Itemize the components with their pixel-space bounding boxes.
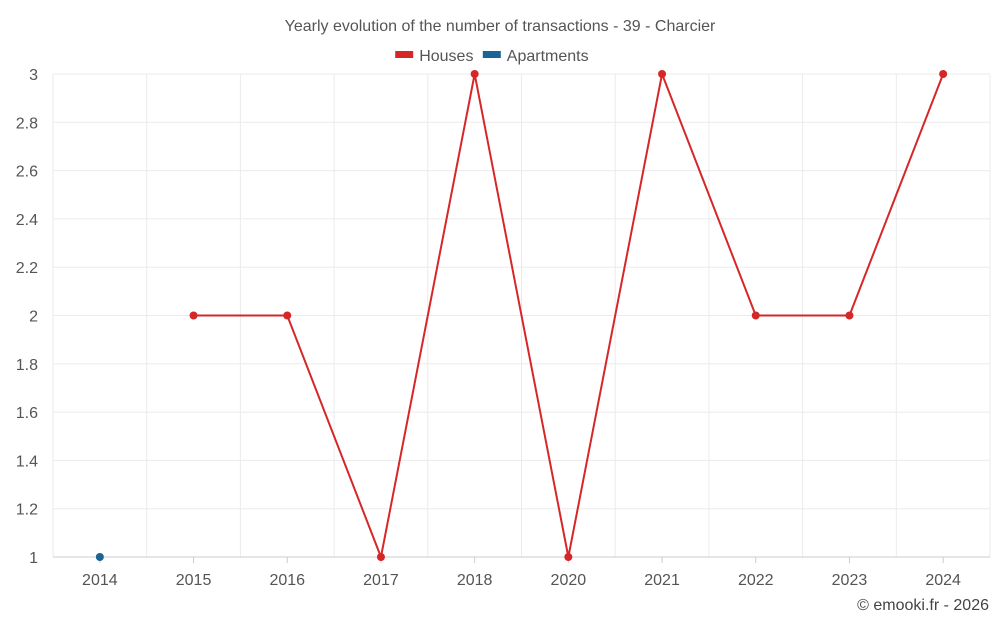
series-layer bbox=[95, 70, 948, 561]
chart-title: Yearly evolution of the number of transa… bbox=[285, 18, 716, 35]
x-tick-label: 2023 bbox=[832, 572, 868, 589]
legend-item-houses[interactable]: Houses bbox=[395, 48, 473, 65]
legend-label: Apartments bbox=[507, 48, 589, 65]
data-point[interactable] bbox=[751, 311, 760, 320]
y-tick-label: 2 bbox=[29, 309, 38, 326]
data-point[interactable] bbox=[376, 553, 385, 561]
legend-item-apartments[interactable]: Apartments bbox=[482, 48, 589, 65]
data-point[interactable] bbox=[95, 553, 104, 561]
series-apartments bbox=[95, 553, 104, 561]
y-tick-label: 1.6 bbox=[16, 405, 38, 422]
x-axis: 2014 2015 2016 2017 2018 2020 2021 2022 2023 2024 bbox=[82, 557, 961, 589]
data-point[interactable] bbox=[189, 311, 198, 320]
legend-label: Houses bbox=[419, 48, 473, 65]
y-tick-label: 1 bbox=[29, 550, 38, 567]
x-tick-label: 2015 bbox=[176, 572, 212, 589]
y-tick-label: 2.8 bbox=[16, 115, 38, 132]
x-tick-label: 2024 bbox=[925, 572, 961, 589]
credit-text: © emooki.fr - 2026 bbox=[857, 597, 989, 614]
y-tick-label: 1.8 bbox=[16, 357, 38, 374]
x-tick-label: 2020 bbox=[551, 572, 587, 589]
data-point[interactable] bbox=[658, 70, 667, 78]
y-tick-label: 2.2 bbox=[16, 260, 38, 277]
data-point[interactable] bbox=[283, 311, 292, 320]
y-tick-label: 2.6 bbox=[16, 164, 38, 181]
series-houses bbox=[189, 70, 948, 561]
legend-swatch bbox=[482, 51, 501, 58]
data-point[interactable] bbox=[470, 70, 479, 78]
data-point[interactable] bbox=[564, 553, 573, 561]
x-tick-label: 2022 bbox=[738, 572, 774, 589]
x-tick-label: 2016 bbox=[269, 572, 305, 589]
data-point[interactable] bbox=[939, 70, 948, 78]
x-tick-label: 2018 bbox=[457, 572, 493, 589]
x-tick-label: 2021 bbox=[644, 572, 680, 589]
x-tick-label: 2014 bbox=[82, 572, 118, 589]
y-tick-label: 3 bbox=[29, 67, 38, 84]
y-tick-label: 2.4 bbox=[16, 212, 38, 229]
y-axis: 1 1.2 1.4 1.6 1.8 2 2.2 2.4 2.6 2.8 3 bbox=[16, 67, 38, 567]
y-tick-label: 1.2 bbox=[16, 502, 38, 519]
data-point[interactable] bbox=[845, 311, 854, 320]
legend: Houses Apartments bbox=[395, 48, 589, 65]
y-tick-label: 1.4 bbox=[16, 453, 38, 470]
x-tick-label: 2017 bbox=[363, 572, 399, 589]
legend-swatch bbox=[395, 51, 414, 58]
